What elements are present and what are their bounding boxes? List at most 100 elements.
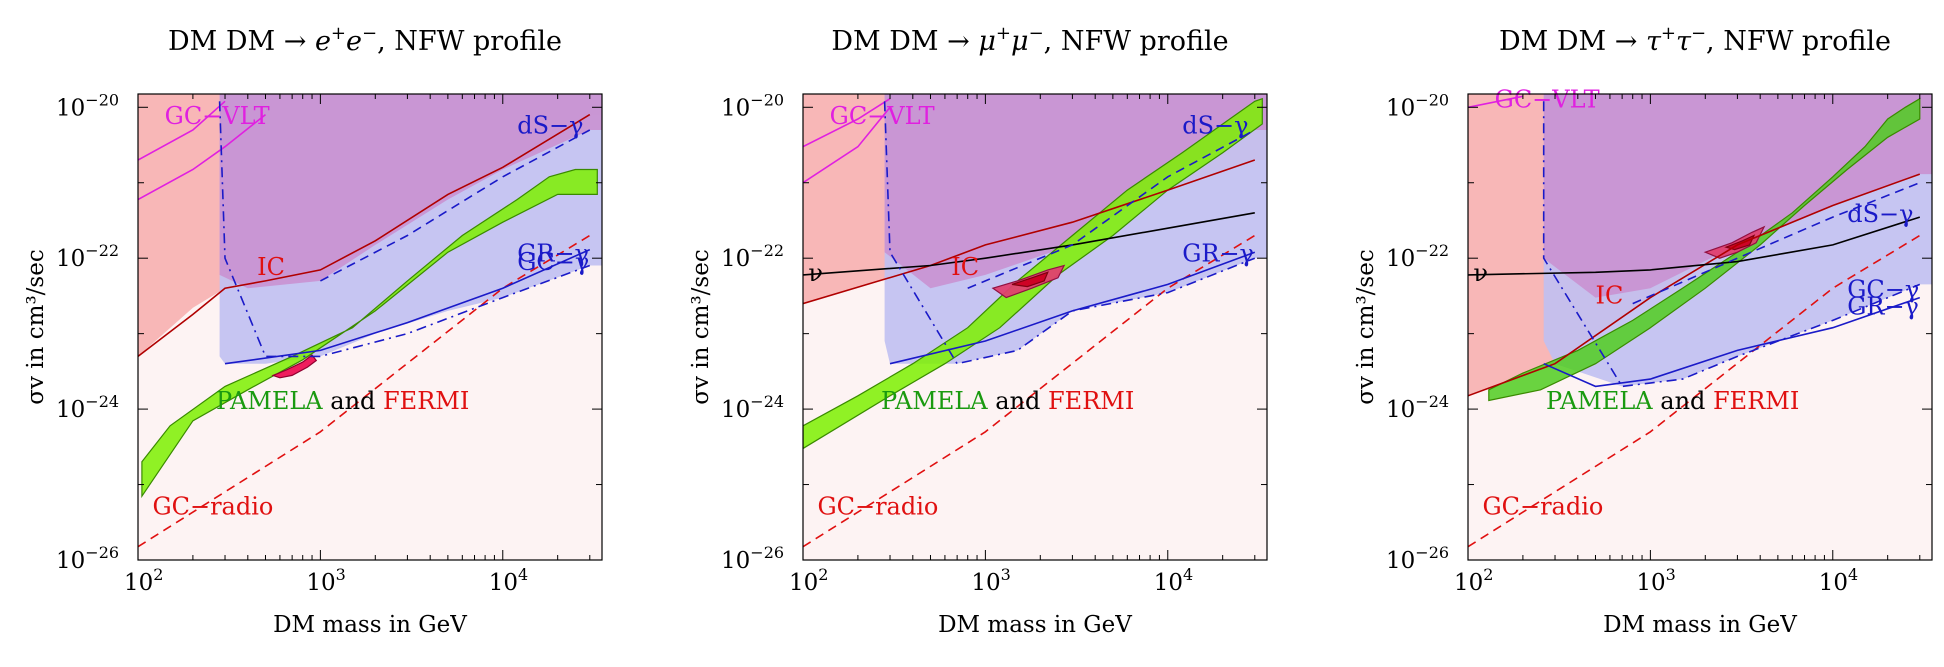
panel-title: DM DM → μ+μ−, NFW profile [831,23,1228,57]
fit-legend-text: PAMELA and FERMI [216,387,469,415]
annotation-5: GC−radio [152,493,273,521]
annotation-2: GC−γ [1847,276,1919,304]
series-line-gc-7 [883,101,1256,365]
annotation-1: dS−γ [1182,111,1248,139]
chart-panel-3: GC−VLT dS−γ GC−γGR−γ IC ν GC−radio PAMELA and … [1353,23,1933,638]
y-tick-label: 10−20 [1386,90,1449,121]
annotation-3: IC [951,253,979,281]
annotation-0: GC−VLT [1495,85,1600,113]
series-line-ic-2 [138,113,591,358]
series-line-gcvlt-1 [803,106,891,184]
series-line-ic-1 [1468,173,1921,397]
x-tick-label: 104 [1819,565,1858,596]
x-tick-label: 102 [789,565,828,596]
series-line-gr-6 [889,251,1256,365]
series-line-ic-2 [803,159,1256,305]
fit-region-fermi-1 [271,354,318,379]
series-line-ds-4 [320,129,591,282]
plot-frame [802,93,1268,561]
plot-frame [1467,93,1933,561]
y-tick-label: 10−20 [721,90,784,121]
annotation-0: GC−VLT [830,102,935,130]
x-tick-label: 103 [306,565,345,596]
panel-title: DM DM → e+e−, NFW profile [168,23,562,57]
annotation-4: ν [808,259,823,287]
chart-panel-1: GC−VLT dS−γ GR−γGC−γ IC GC−radio PAMELA and F… [23,23,603,638]
annotation-2: GR−γ [1182,240,1254,268]
legend-and: and [1653,387,1713,415]
annotation-2: GR−γ [517,240,589,268]
y-axis-label: σv in cm³/sec [688,249,714,404]
legend-pamela: PAMELA [881,387,988,415]
excluded-region-ds [1543,94,1932,298]
y-tick-label: 10−22 [1386,241,1449,272]
annotation-1: dS−γ [517,111,583,139]
legend-and: and [988,387,1048,415]
legend-fermi: FERMI [1048,387,1134,415]
plot-area [138,94,602,548]
x-axis-label: DM mass in GeV [273,612,467,638]
annotation-6: GC−radio [1482,493,1603,521]
y-tick-label: 10−26 [56,543,119,574]
series-line-gr-5 [224,248,591,365]
y-tick-label: 10−24 [1386,392,1449,423]
series-line-ds-5 [967,129,1256,289]
x-axis-label: DM mass in GeV [1603,612,1797,638]
y-tick-label: 10−26 [721,543,784,574]
legend-pamela: PAMELA [216,387,323,415]
fit-region-pamela-0 [141,168,598,499]
y-tick-label: 10−22 [721,241,784,272]
y-tick-label: 10−22 [56,241,119,272]
plot-area [803,94,1267,548]
y-axis-label: σv in cm³/sec [1353,249,1379,404]
fit-legend-text: PAMELA and FERMI [881,387,1134,415]
series-line-gcvlt-0 [138,100,226,161]
chart-panel-2: GC−VLT dS−γ GR−γ IC ν GC−radio PAMELA and FERM… [688,23,1268,638]
plot-frame [137,93,603,561]
y-tick-label: 10−24 [56,392,119,423]
series-line-gc-6 [218,101,591,358]
series-line-gcradio-4 [803,234,1256,548]
x-tick-label: 104 [489,565,528,596]
series-line-gcradio-3 [138,234,591,548]
series-line-gcvlt-1 [138,113,266,201]
y-tick-label: 10−24 [721,392,784,423]
y-tick-label: 10−26 [1386,543,1449,574]
annotation-5: GC−radio [817,493,938,521]
series-line-gcvlt-0 [1468,95,1524,109]
y-tick-label: 10−20 [56,90,119,121]
fit-region-pamela-0 [803,97,1263,450]
excluded-region-ds [884,94,1267,289]
fit-region-fermi-2 [1724,234,1756,251]
series-line-gc-6 [1542,101,1921,388]
plot-area [1468,94,1932,548]
annotation-3: GC−γ [517,248,589,276]
x-tick-label: 104 [1154,565,1193,596]
annotation-1: dS−γ [1847,200,1913,228]
fit-region-fermi-2 [1011,271,1049,288]
legend-pamela: PAMELA [1546,387,1653,415]
x-tick-label: 102 [124,565,163,596]
excluded-region-ds [219,94,602,289]
annotation-4: IC [257,253,285,281]
series-line-gcradio-3 [1468,234,1921,548]
x-tick-label: 103 [1636,565,1675,596]
series-line-ds-4 [1632,181,1921,305]
annotation-4: IC [1595,282,1623,310]
x-tick-label: 102 [1454,565,1493,596]
legend-and: and [323,387,383,415]
legend-fermi: FERMI [383,387,469,415]
annotation-3: GR−γ [1847,292,1919,320]
series-line--3 [803,212,1255,276]
series-line-gr-5 [1543,296,1921,388]
panel-title: DM DM → τ+τ−, NFW profile [1499,23,1891,57]
series-line-gcvlt-0 [803,98,891,148]
x-tick-label: 103 [971,565,1010,596]
legend-fermi: FERMI [1713,387,1799,415]
annotation-0: GC−VLT [165,102,270,130]
fit-legend-text: PAMELA and FERMI [1546,387,1799,415]
y-axis-label: σv in cm³/sec [23,249,49,404]
x-axis-label: DM mass in GeV [938,612,1132,638]
series-line--2 [1468,216,1921,276]
